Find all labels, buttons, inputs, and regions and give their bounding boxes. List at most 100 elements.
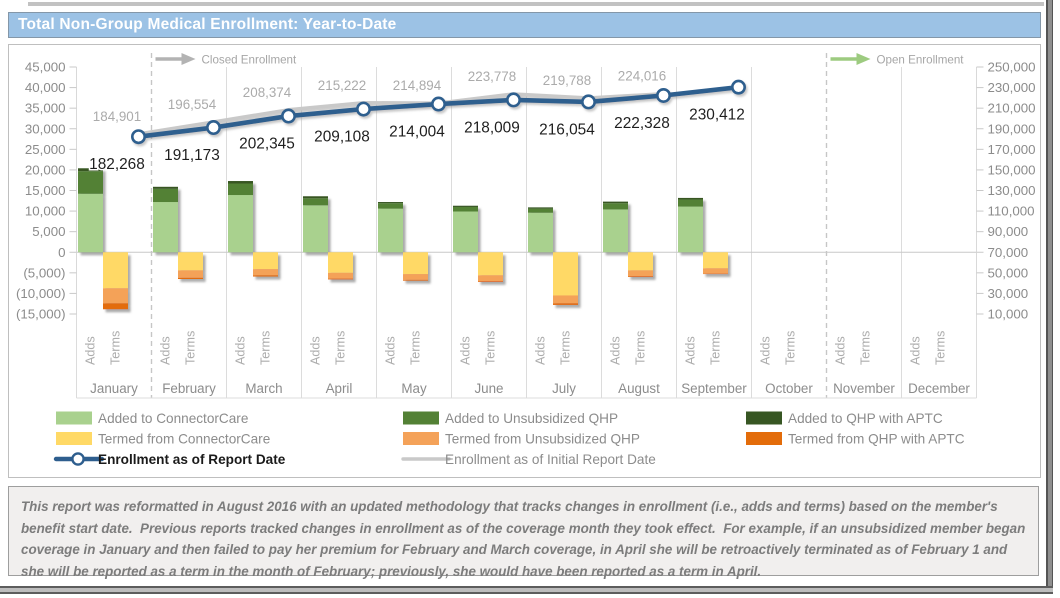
month-label: May: [401, 381, 427, 396]
data-label: 230,412: [689, 107, 745, 124]
left-axis-tick-label: (5,000): [23, 265, 65, 280]
legend-label: Termed from QHP with APTC: [788, 431, 965, 446]
legend-label: Termed from Unsubsidized QHP: [445, 431, 640, 446]
data-label: 214,894: [393, 78, 442, 93]
month-label: April: [326, 381, 353, 396]
line-marker: [430, 96, 446, 112]
adds-category-label: Adds: [909, 336, 923, 365]
left-axis-tick-label: (10,000): [16, 286, 66, 301]
bar-segment: [628, 270, 653, 277]
month-label: July: [552, 381, 576, 396]
left-axis-tick-label: 10,000: [25, 204, 66, 219]
legend-item: Termed from ConnectorCare: [56, 431, 270, 446]
terms-category-label: Terms: [109, 331, 123, 365]
bar-segment: [528, 212, 553, 253]
line-marker: [580, 94, 596, 110]
right-axis-tick-label: 90,000: [988, 224, 1029, 239]
legend-swatch: [403, 411, 439, 425]
adds-category-label: Adds: [384, 336, 398, 365]
legend-swatch: [746, 432, 782, 445]
bar-segment: [228, 195, 253, 253]
terms-category-label: Terms: [934, 331, 948, 365]
bar-segment: [403, 274, 428, 280]
right-axis-tick-label: 30,000: [988, 286, 1029, 301]
line-data-labels: 184,901 196,554 208,374 215,222 214,894 223,7…: [91, 67, 667, 125]
adds-category-label: Adds: [84, 336, 98, 365]
legend-marker-icon: [71, 452, 85, 466]
left-axis-tick-label: 15,000: [25, 183, 66, 198]
initial-report-line: [136, 91, 666, 136]
terms-category-label: Terms: [559, 331, 573, 365]
right-axis-tick-label: 170,000: [988, 142, 1036, 157]
terms-bar: [328, 252, 353, 280]
left-axis-tick-label: (15,000): [16, 307, 66, 322]
data-label: 215,222: [318, 78, 366, 93]
legend-item: Termed from QHP with APTC: [746, 431, 965, 446]
open-enrollment-annotation: Open Enrollment: [830, 53, 964, 67]
month-label: March: [245, 381, 282, 396]
bar-segment: [603, 209, 628, 253]
bar-segment: [253, 275, 278, 277]
bars: [78, 168, 728, 310]
bar-segment: [403, 252, 428, 275]
data-label: 196,554: [168, 97, 217, 112]
bar-segment: [253, 252, 278, 270]
adds-category-label: Adds: [609, 336, 623, 365]
legend-swatch: [403, 432, 439, 445]
right-axis-tick-label: 110,000: [988, 204, 1035, 219]
data-label: 184,901: [93, 109, 141, 124]
bar-segment: [103, 288, 128, 304]
bar-segment: [328, 278, 353, 280]
adds-category-label: Adds: [234, 336, 248, 365]
left-axis-tick-label: 20,000: [25, 162, 66, 177]
enrollment-chart-canvas: 45,000 40,000 35,000 30,000 25,000 20,000 15,0…: [16, 53, 1036, 467]
bar-segment: [403, 279, 428, 281]
bar-segment: [103, 252, 128, 289]
terms-bar: [553, 252, 578, 305]
legend-swatch: [56, 411, 92, 425]
adds-bar: [228, 181, 253, 253]
right-axis-tick-label: 230,000: [988, 80, 1036, 95]
line-marker: [730, 79, 746, 95]
enrollment-chart: 45,000 40,000 35,000 30,000 25,000 20,000 15,0…: [8, 44, 1041, 478]
data-label: 224,016: [618, 69, 666, 84]
line-marker: [505, 92, 521, 108]
bar-segment: [103, 303, 128, 310]
adds-bar: [528, 207, 553, 253]
bar-segment: [603, 203, 628, 210]
terms-bar: [703, 252, 728, 275]
terms-category-label: Terms: [859, 331, 873, 365]
page-title: Total Non-Group Medical Enrollment: Year…: [18, 16, 397, 33]
arrow-head-icon: [856, 53, 871, 65]
terms-bar: [478, 252, 503, 282]
bar-segment: [453, 206, 478, 212]
month-label: September: [681, 381, 747, 396]
bar-segment: [178, 252, 203, 271]
legend-label: Enrollment as of Initial Report Date: [445, 452, 656, 467]
bar-segment: [178, 270, 203, 278]
left-axis-tick-label: 40,000: [25, 80, 66, 95]
month-label: June: [474, 381, 503, 396]
terms-bar: [178, 252, 203, 280]
bar-segment: [378, 203, 403, 209]
data-label: 219,788: [543, 73, 591, 88]
bar-segment: [678, 197, 703, 200]
line-marker: [355, 101, 371, 117]
line-marker: [655, 87, 671, 103]
window-right-edge: [1046, 0, 1053, 594]
bar-segment: [453, 205, 478, 207]
legend-swatch: [746, 411, 782, 425]
bar-segment: [378, 202, 403, 204]
left-axis-tick-label: 30,000: [25, 121, 66, 136]
month-label: August: [618, 381, 660, 396]
legend-item: Added to ConnectorCare: [56, 411, 248, 426]
adds-category-label: Adds: [534, 336, 548, 365]
legend-label: Enrollment as of Report Date: [98, 452, 286, 467]
month-label: January: [90, 381, 138, 396]
footnote-text: This report was reformatted in August 20…: [21, 499, 1030, 579]
right-axis-tick-label: 190,000: [988, 121, 1036, 136]
terms-category-label: Terms: [184, 331, 198, 365]
left-axis-tick-label: 25,000: [25, 142, 66, 157]
left-axis-tick-label: 35,000: [25, 101, 66, 116]
bar-segment: [478, 275, 503, 282]
